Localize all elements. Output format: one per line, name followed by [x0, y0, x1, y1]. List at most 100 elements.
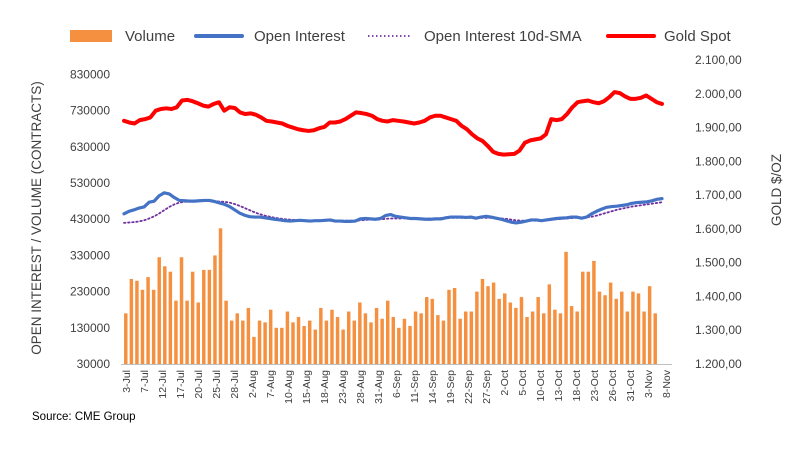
- y-right-tick-label: 1.400,00: [695, 289, 742, 303]
- volume-bar: [458, 318, 462, 364]
- x-tick-label: 19-Sep: [445, 370, 457, 404]
- volume-bar: [268, 309, 273, 364]
- volume-bar: [319, 307, 323, 364]
- volume-bar: [592, 260, 596, 364]
- x-tick-label: 31-Oct: [625, 370, 637, 402]
- y-right-tick-label: 1.600,00: [695, 222, 742, 236]
- x-tick-label: 31-Aug: [373, 370, 385, 404]
- volume-bar: [124, 313, 128, 364]
- x-tick-label: 3-Nov: [643, 369, 655, 398]
- volume-bar: [397, 327, 401, 364]
- series-lines: [122, 90, 664, 225]
- legend-label-oi: Open Interest: [254, 28, 346, 45]
- volume-bar: [647, 286, 652, 364]
- x-tick-label: 22-Sep: [463, 370, 475, 404]
- volume-bar: [475, 291, 479, 364]
- y-right-tick-label: 2.000,00: [695, 87, 742, 101]
- y-left-tick-label: 530000: [70, 176, 110, 190]
- volume-bar: [402, 318, 407, 364]
- volume-bar: [447, 289, 451, 364]
- x-tick-label: 18-Aug: [319, 370, 331, 404]
- volume-bar: [452, 288, 457, 364]
- volume-bar: [324, 320, 329, 364]
- volume-bar: [129, 278, 134, 364]
- volume-bar: [631, 291, 635, 364]
- x-tick-label: 18-Oct: [571, 370, 583, 402]
- volume-bar: [542, 313, 546, 364]
- legend-item-gold: Gold Spot: [606, 28, 732, 45]
- volume-bar: [335, 316, 340, 364]
- volume-bar: [653, 313, 657, 364]
- axes: 30000 130000 230000 330000 430000 530000 63000…: [29, 53, 784, 404]
- volume-bar: [174, 300, 178, 364]
- volume-bar: [302, 326, 306, 364]
- x-tick-label: 2-Oct: [499, 370, 511, 396]
- volume-bar: [514, 307, 518, 364]
- x-tick-label: 26-Oct: [607, 370, 619, 402]
- volume-bar: [469, 311, 474, 364]
- x-tick-label: 25-Jul: [211, 370, 223, 399]
- volume-bar: [436, 315, 440, 364]
- y-left-tick-label: 830000: [70, 67, 110, 81]
- volume-bar: [274, 327, 278, 364]
- volume-bar: [257, 320, 262, 364]
- volume-bar: [330, 309, 334, 364]
- volume-bar: [419, 313, 423, 364]
- legend-swatch-volume: [70, 30, 112, 42]
- volume-bar: [263, 322, 267, 364]
- x-tick-label: 8-Nov: [661, 369, 673, 398]
- x-tick-label: 6-Sep: [391, 370, 403, 398]
- x-tick-label: 2-Aug: [247, 370, 259, 398]
- volume-bar: [374, 307, 379, 364]
- volume-bar: [547, 284, 552, 364]
- volume-bar: [346, 311, 351, 364]
- volume-bar: [151, 289, 156, 364]
- volume-bar: [608, 282, 613, 364]
- x-tick-label: 27-Sep: [481, 370, 493, 404]
- volume-bar: [391, 316, 396, 364]
- volume-bar: [586, 271, 591, 364]
- volume-bar: [503, 293, 507, 364]
- volume-bar: [425, 297, 429, 364]
- x-tick-label: 14-Sep: [427, 370, 439, 404]
- volume-bar: [614, 298, 618, 364]
- volume-bar: [536, 297, 540, 364]
- volume-bar: [135, 280, 139, 364]
- volume-bar: [491, 282, 496, 364]
- volume-bar: [553, 309, 557, 364]
- gold-spot-line: [122, 90, 664, 157]
- y-left-tick-label: 330000: [70, 248, 110, 262]
- volume-bar: [163, 266, 167, 364]
- legend-label-gold: Gold Spot: [664, 28, 732, 45]
- y-left-tick-label: 630000: [70, 140, 110, 154]
- volume-bar: [246, 307, 251, 364]
- volume-bar: [413, 311, 418, 364]
- x-tick-label: 11-Sep: [409, 370, 421, 403]
- legend-item-volume: Volume: [70, 28, 175, 45]
- volume-bar: [530, 311, 535, 364]
- y-left-axis-title: OPEN INTEREST / VOLUME (CONTRACTS): [29, 81, 44, 355]
- volume-bar: [486, 286, 490, 364]
- x-tick-label: 7-Aug: [265, 370, 277, 398]
- legend: Volume Open Interest Open Interest 10d-SMA…: [70, 28, 732, 45]
- x-tick-label: 17-Jul: [175, 370, 187, 399]
- x-tick-label: 7-Jul: [139, 370, 151, 393]
- volume-bar: [625, 311, 630, 364]
- legend-item-oi: Open Interest: [194, 28, 346, 45]
- volume-bar: [441, 320, 446, 364]
- open-interest-line: [122, 191, 664, 225]
- volume-bar: [385, 300, 390, 364]
- y-right-tick-label: 1.300,00: [695, 323, 742, 337]
- volume-bar: [597, 291, 602, 364]
- volume-bar: [480, 278, 485, 364]
- y-right-tick-label: 1.700,00: [695, 188, 742, 202]
- volume-bar: [508, 302, 513, 364]
- volume-bar: [218, 228, 223, 364]
- volume-bar: [564, 251, 568, 364]
- x-tick-label: 3-Jul: [121, 370, 133, 393]
- x-tick-label: 28-Aug: [355, 370, 367, 404]
- volume-bar: [168, 271, 173, 364]
- volume-bar: [196, 302, 200, 364]
- volume-bar: [575, 311, 579, 364]
